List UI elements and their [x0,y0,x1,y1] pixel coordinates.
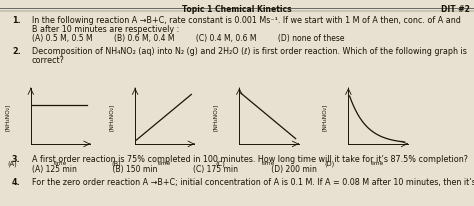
Text: Decomposition of NH₄NO₂ (aq) into N₂ (g) and 2H₂O (ℓ) is first order reaction. W: Decomposition of NH₄NO₂ (aq) into N₂ (g)… [32,47,467,56]
Text: [NH₄NO₂]: [NH₄NO₂] [109,103,114,130]
Text: time: time [54,160,67,165]
Text: (A) 125 min               (B) 150 min               (C) 175 min              (D): (A) 125 min (B) 150 min (C) 175 min (D) [32,164,317,173]
Text: [NH₄NO₂]: [NH₄NO₂] [322,103,327,130]
Text: DIT #2: DIT #2 [441,5,470,14]
Text: A first order reaction is 75% completed in 100 minutes. How long time will it ta: A first order reaction is 75% completed … [32,154,468,163]
Text: time: time [262,160,276,165]
Text: Topic 1 Chemical Kinetics: Topic 1 Chemical Kinetics [182,5,292,14]
Text: 4.: 4. [12,177,21,186]
Text: 2.: 2. [12,47,21,56]
Text: (C): (C) [216,160,226,166]
Text: B after 10 minutes are respectively :: B after 10 minutes are respectively : [32,25,179,34]
Text: 1.: 1. [12,16,21,25]
Text: In the following reaction A →B+C, rate constant is 0.001 Ms⁻¹. If we start with : In the following reaction A →B+C, rate c… [32,16,461,25]
Text: For the zero order reaction A →B+C; initial concentration of A is 0.1 M. If A = : For the zero order reaction A →B+C; init… [32,177,474,186]
Text: (A): (A) [7,160,17,166]
Text: [NH₄NO₂]: [NH₄NO₂] [213,103,218,130]
Text: 3.: 3. [12,154,21,163]
Text: (B): (B) [111,160,121,166]
Text: time: time [158,160,172,165]
Text: time: time [371,160,385,165]
Text: correct?: correct? [32,56,65,65]
Text: [NH₄NO₂]: [NH₄NO₂] [5,103,9,130]
Text: (A) 0.5 M, 0.5 M         (B) 0.6 M, 0.4 M         (C) 0.4 M, 0.6 M         (D) n: (A) 0.5 M, 0.5 M (B) 0.6 M, 0.4 M (C) 0.… [32,34,345,43]
Text: (D): (D) [325,160,335,166]
